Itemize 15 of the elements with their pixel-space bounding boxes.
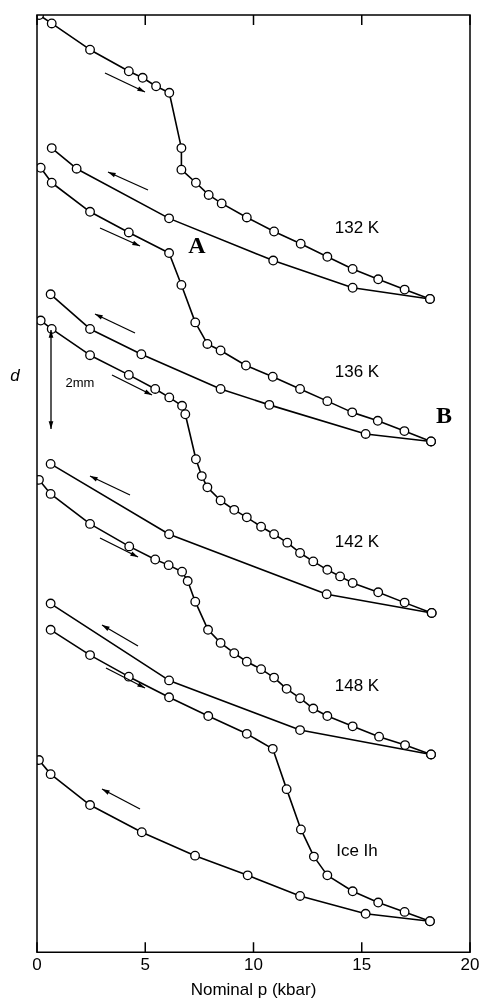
series-label: 142 K <box>334 532 380 552</box>
series-label: Ice Ih <box>336 840 378 860</box>
series-label: 136 K <box>334 361 380 381</box>
x-tick-label: 5 <box>140 955 150 975</box>
annotation: 2mm <box>65 374 95 390</box>
annotation: B <box>435 402 453 429</box>
x-tick-label: 0 <box>32 955 42 975</box>
annotation: A <box>188 232 207 259</box>
series-label: 132 K <box>334 218 380 238</box>
x-tick-label: 20 <box>460 955 480 975</box>
x-axis-title: Nominal p (kbar) <box>190 980 317 1000</box>
series-label: 148 K <box>334 675 380 695</box>
y-axis-title: d <box>10 365 21 385</box>
x-tick-label: 15 <box>352 955 372 975</box>
x-tick-label: 10 <box>244 955 263 975</box>
